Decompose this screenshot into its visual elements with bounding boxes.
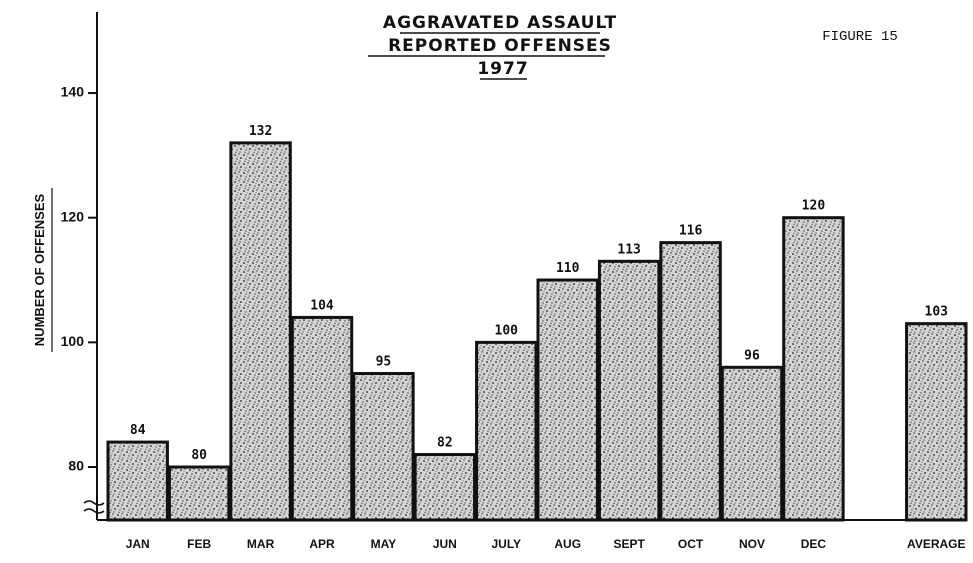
x-tick-label: NOV bbox=[739, 537, 765, 551]
chart-title: AGGRAVATED ASSAULT bbox=[383, 13, 617, 33]
x-tick-label: SEPT bbox=[613, 537, 645, 551]
x-tick-label: MAY bbox=[371, 537, 397, 551]
bar bbox=[905, 322, 968, 522]
value-label: 82 bbox=[437, 436, 453, 451]
value-label: 116 bbox=[679, 224, 703, 239]
y-tick-label: 120 bbox=[61, 208, 85, 224]
value-label: 103 bbox=[925, 305, 948, 320]
x-tick-label: DEC bbox=[801, 537, 827, 551]
x-tick-label: JULY bbox=[491, 537, 521, 551]
y-tick-label: 140 bbox=[61, 84, 85, 100]
bar bbox=[106, 440, 169, 522]
axis-break bbox=[83, 500, 105, 514]
value-label: 100 bbox=[495, 323, 519, 338]
bar bbox=[290, 315, 354, 522]
bar bbox=[167, 465, 231, 522]
bar bbox=[352, 372, 415, 522]
y-tick-label: 80 bbox=[68, 458, 84, 474]
bar bbox=[782, 216, 845, 522]
bar bbox=[413, 453, 477, 522]
bar bbox=[720, 365, 784, 522]
x-tick-label: OCT bbox=[678, 537, 704, 551]
x-tick-label: AUG bbox=[554, 537, 581, 551]
value-label: 113 bbox=[617, 242, 640, 257]
chart-title: REPORTED OFFENSES bbox=[388, 36, 612, 56]
x-tick-label: MAR bbox=[247, 537, 275, 551]
value-label: 80 bbox=[191, 448, 207, 463]
value-label: 96 bbox=[744, 348, 760, 363]
value-label: 104 bbox=[310, 298, 334, 313]
value-label: 84 bbox=[130, 423, 146, 438]
x-tick-label: AVERAGE bbox=[907, 537, 965, 551]
figure-label: FIGURE 15 bbox=[822, 29, 898, 45]
x-tick-label: JAN bbox=[126, 537, 150, 551]
bar bbox=[229, 141, 292, 522]
bar bbox=[659, 241, 722, 522]
value-label: 132 bbox=[249, 124, 272, 139]
y-tick-label: 100 bbox=[61, 333, 85, 349]
x-tick-label: FEB bbox=[187, 537, 211, 551]
x-tick-label: APR bbox=[309, 537, 335, 551]
y-axis-label: NUMBER OF OFFENSES bbox=[32, 193, 47, 346]
value-label: 95 bbox=[376, 355, 392, 370]
bar bbox=[536, 278, 599, 522]
bar bbox=[475, 340, 538, 522]
chart-title: 1977 bbox=[477, 59, 528, 79]
value-label: 120 bbox=[802, 199, 826, 214]
x-tick-label: JUN bbox=[433, 537, 457, 551]
value-label: 110 bbox=[556, 261, 580, 276]
bar bbox=[597, 259, 661, 522]
